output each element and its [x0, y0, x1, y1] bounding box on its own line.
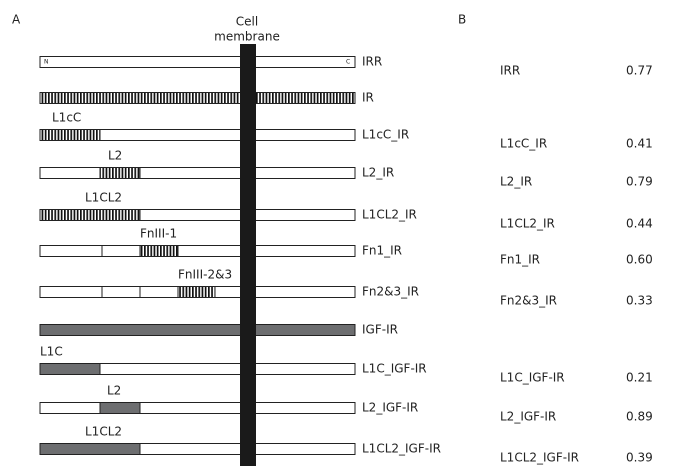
construct-label: L1CL2_IR — [362, 208, 417, 222]
score-name: L1cC_IR — [500, 137, 547, 151]
panel-label: B — [458, 13, 466, 27]
score-value: 0.77 — [626, 64, 653, 78]
score-name: L1CL2_IGF-IR — [500, 451, 579, 465]
construct-label: L2_IR — [362, 166, 394, 180]
cell-membrane — [240, 44, 256, 466]
domain-segment — [39, 324, 356, 336]
score-value: 0.60 — [626, 253, 653, 267]
domain-label: L1cC — [52, 111, 81, 125]
constructs — [39, 56, 356, 455]
score-value: 0.79 — [626, 175, 653, 189]
domain-segment — [99, 402, 141, 414]
domain-segment — [39, 209, 141, 221]
score-value: 0.89 — [626, 410, 653, 424]
domain-segment — [101, 286, 141, 298]
domain-segment — [177, 245, 356, 257]
domain-segment — [39, 443, 141, 455]
score-name: L1CL2_IR — [500, 217, 555, 231]
construct-label: IR — [362, 91, 374, 105]
construct-label: Fn1_IR — [362, 244, 402, 258]
domain-label: L1CL2 — [85, 425, 122, 439]
construct-label: L1cC_IR — [362, 128, 409, 142]
domain-segment — [139, 245, 179, 257]
domain-label: FnIII-1 — [140, 227, 177, 241]
domain-label: L2 — [108, 149, 122, 163]
score-name: Fn1_IR — [500, 253, 540, 267]
construct-label: L1C_IGF-IR — [362, 362, 427, 376]
domain-segment — [39, 402, 101, 414]
construct-label: IRR — [362, 55, 382, 69]
domain-label: L1CL2 — [85, 191, 122, 205]
domain-segment — [101, 245, 141, 257]
domain-segment — [139, 286, 179, 298]
score-name: L1C_IGF-IR — [500, 371, 565, 385]
domain-segment — [99, 167, 141, 179]
score-value: 0.33 — [626, 294, 653, 308]
terminal-n: N — [44, 59, 49, 66]
membrane-label: Cell — [236, 15, 258, 29]
domain-segment — [99, 363, 356, 375]
domain-segment — [214, 286, 356, 298]
construct-label: Fn2&3_IR — [362, 285, 419, 299]
score-value: 0.44 — [626, 217, 653, 231]
score-name: IRR — [500, 64, 520, 78]
labels: IRR IRR 0.77 IR L1cC_IR L1cC L1cC_IR 0.41 L2_IR L… — [40, 55, 653, 465]
domain-segment — [39, 245, 103, 257]
domain-segment — [39, 286, 103, 298]
score-name: Fn2&3_IR — [500, 294, 557, 308]
domain-segment — [39, 56, 356, 68]
construct-label: L1CL2_IGF-IR — [362, 442, 441, 456]
domain-segment — [39, 167, 101, 179]
domain-label: L2 — [107, 384, 121, 398]
domain-label: FnIII-2&3 — [178, 268, 232, 282]
domain-segment — [177, 286, 216, 298]
score-value: 0.39 — [626, 451, 653, 465]
domain-label: L1C — [40, 345, 63, 359]
score-name: L2_IR — [500, 175, 532, 189]
construct-label: L2_IGF-IR — [362, 401, 418, 415]
terminal-c: C — [346, 59, 350, 66]
domain-segment — [39, 363, 101, 375]
domain-segment — [39, 92, 356, 104]
panel-label: A — [12, 13, 21, 27]
construct-label: IGF-IR — [362, 323, 398, 337]
membrane-label: membrane — [214, 30, 280, 44]
score-name: L2_IGF-IR — [500, 410, 556, 424]
score-value: 0.41 — [626, 137, 653, 151]
score-value: 0.21 — [626, 371, 653, 385]
domain-segment — [39, 129, 101, 141]
domain-segment — [99, 129, 356, 141]
